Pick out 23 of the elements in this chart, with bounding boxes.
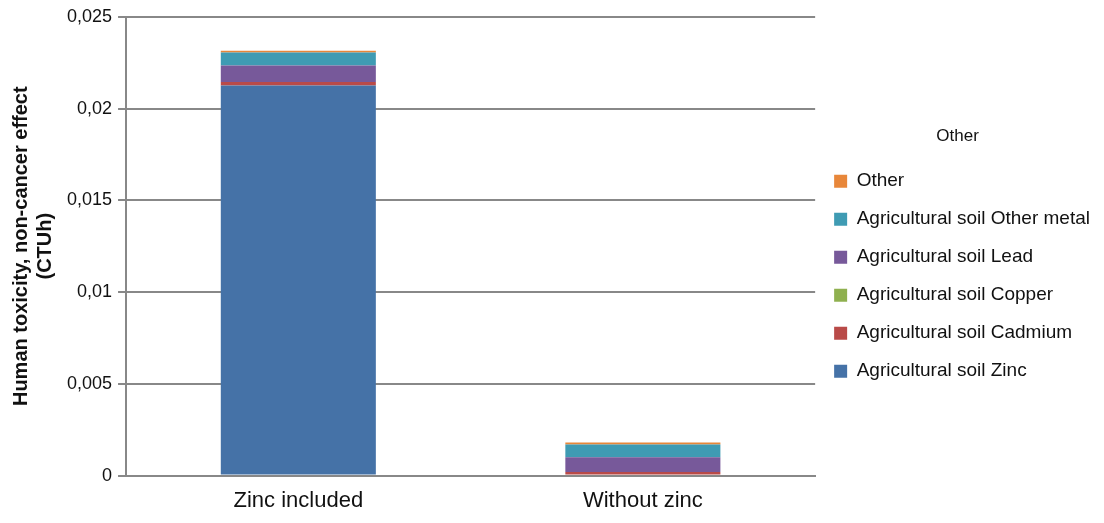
- x-tick-label: Without zinc: [582, 486, 703, 512]
- y-tick-label: 0,005: [67, 372, 113, 393]
- bar: [565, 444, 721, 458]
- bar: [220, 65, 376, 82]
- legend-label: Other: [856, 169, 905, 191]
- x-tick-label: Zinc included: [233, 486, 364, 512]
- bar: [565, 457, 721, 472]
- legend-label: Agricultural soil Other metal: [856, 207, 1091, 229]
- y-tick-label: 0,02: [77, 97, 113, 118]
- legend-label: Agricultural soil Zinc: [856, 359, 1027, 381]
- bar: [565, 471, 721, 475]
- legend-label: Agricultural soil Lead: [856, 245, 1034, 267]
- legend-label: Agricultural soil Cadmium: [856, 321, 1073, 343]
- y-tick-label: 0,015: [67, 189, 113, 210]
- y-axis-title: Human toxicity, non-cancer effect (CTUh): [8, 86, 55, 407]
- bar: [220, 52, 376, 66]
- legend-label: Agricultural soil Copper: [856, 283, 1054, 305]
- y-tick-label: 0,01: [77, 281, 113, 302]
- bar: [220, 81, 376, 86]
- bar: [220, 85, 376, 475]
- legend-title: Other: [936, 126, 980, 146]
- y-tick-label: 0,025: [67, 5, 113, 26]
- y-tick-label: 0: [102, 464, 113, 485]
